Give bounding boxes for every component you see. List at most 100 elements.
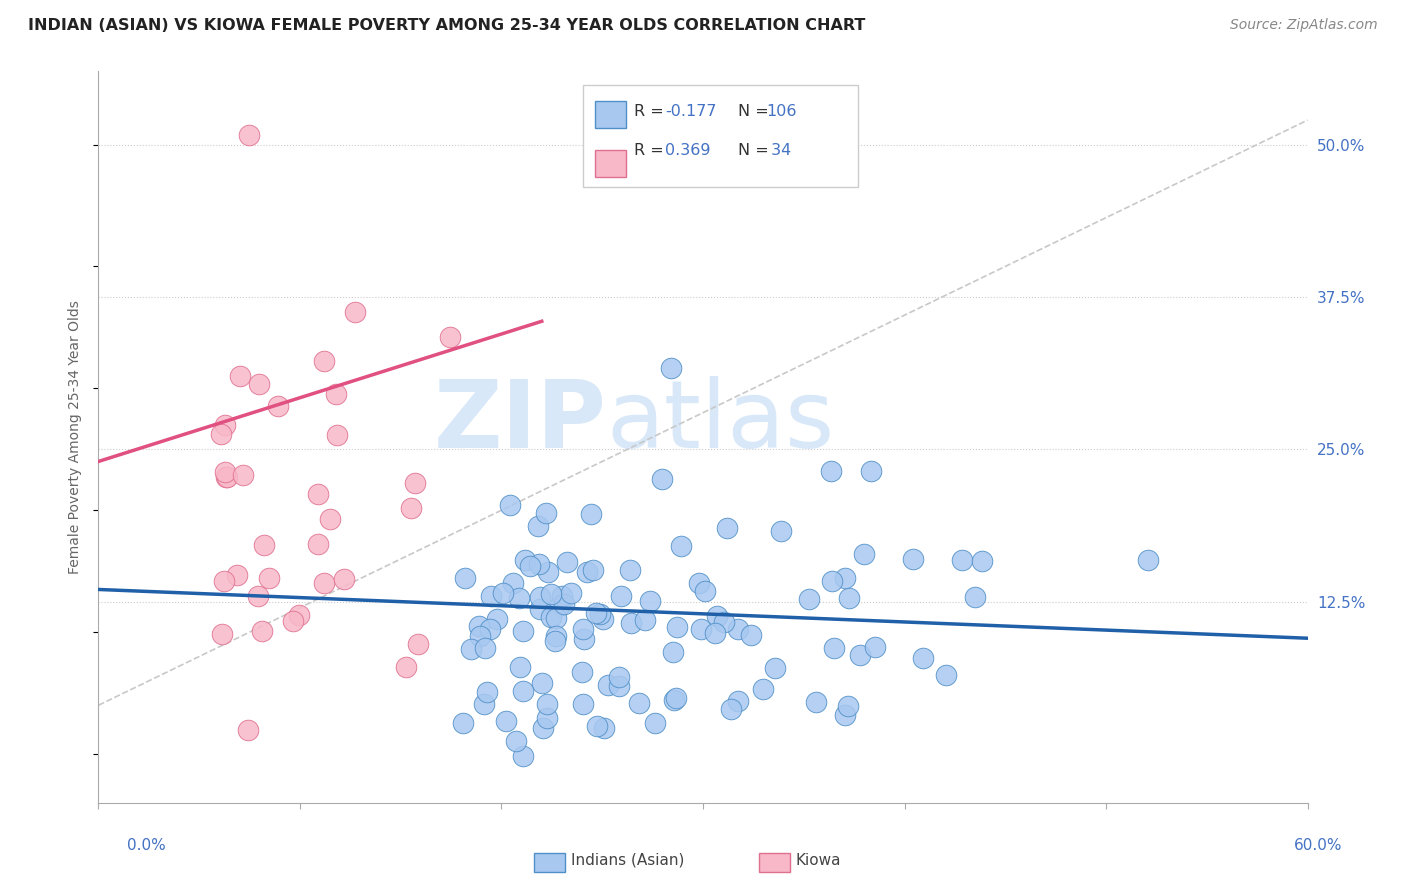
Point (581, 507, 603, 521)
Point (627, 696, 650, 710)
Point (531, 675, 554, 690)
Point (592, 721, 614, 735)
Point (575, 565, 598, 579)
Point (610, 589, 633, 603)
Point (763, 661, 786, 675)
Point (474, 640, 496, 655)
Point (544, 611, 567, 625)
Point (581, 563, 603, 577)
Point (963, 590, 986, 604)
Point (585, 606, 607, 620)
Point (236, 723, 259, 737)
Point (638, 593, 661, 607)
Point (713, 615, 735, 629)
Point (598, 678, 620, 692)
Point (475, 684, 498, 698)
Point (706, 609, 728, 624)
Text: 0.0%: 0.0% (127, 838, 166, 854)
Point (727, 623, 749, 637)
Point (468, 619, 491, 633)
Point (326, 428, 349, 442)
Point (769, 524, 792, 539)
Point (502, 575, 524, 590)
Point (669, 539, 692, 553)
Text: R =: R = (634, 143, 669, 158)
Point (343, 305, 366, 319)
Point (540, 587, 562, 601)
Point (408, 637, 430, 651)
Point (536, 711, 558, 725)
Point (849, 648, 872, 662)
Point (229, 368, 252, 383)
Point (834, 571, 856, 585)
Point (527, 557, 550, 571)
Point (495, 714, 517, 729)
Point (727, 694, 749, 708)
Point (586, 719, 609, 733)
Point (307, 486, 329, 500)
Point (439, 330, 461, 344)
Point (544, 634, 567, 648)
Point (536, 697, 558, 711)
Point (332, 572, 354, 586)
Point (1136, 553, 1159, 567)
Point (211, 627, 233, 641)
Point (215, 470, 238, 484)
Point (519, 558, 541, 573)
Point (257, 570, 280, 584)
Point (267, 399, 290, 413)
Point (226, 568, 249, 582)
Point (215, 470, 238, 484)
Point (214, 417, 236, 432)
Point (232, 468, 254, 483)
Point (250, 624, 273, 638)
Point (505, 733, 527, 747)
Y-axis label: Female Poverty Among 25-34 Year Olds: Female Poverty Among 25-34 Year Olds (69, 300, 83, 574)
Point (837, 591, 859, 605)
Point (492, 585, 515, 599)
Point (512, 684, 534, 698)
Point (499, 498, 522, 512)
Point (533, 722, 555, 736)
Point (472, 697, 495, 711)
Point (823, 641, 845, 656)
Point (479, 622, 502, 636)
Point (662, 645, 685, 659)
Point (607, 679, 630, 693)
Point (454, 571, 477, 585)
Point (837, 698, 859, 713)
Text: -0.177: -0.177 (665, 104, 717, 120)
Point (901, 552, 924, 566)
Point (644, 715, 666, 730)
Point (209, 427, 232, 442)
Text: N =: N = (738, 104, 775, 120)
Text: 0.369: 0.369 (665, 143, 710, 158)
Point (970, 554, 993, 568)
Point (690, 622, 713, 636)
Point (281, 615, 304, 629)
Point (451, 716, 474, 731)
Point (526, 519, 548, 533)
Point (912, 651, 935, 665)
Point (572, 632, 595, 647)
Point (548, 599, 571, 613)
Point (703, 626, 725, 640)
Point (860, 464, 883, 478)
Point (820, 464, 842, 478)
Point (665, 691, 688, 706)
Point (716, 520, 738, 534)
Point (238, 128, 260, 143)
Point (553, 597, 575, 611)
Point (806, 695, 828, 709)
Point (952, 553, 974, 567)
Point (481, 590, 503, 604)
Point (512, 749, 534, 764)
Point (529, 590, 551, 604)
Text: R =: R = (634, 104, 669, 120)
Text: 106: 106 (766, 104, 797, 120)
Point (319, 512, 342, 526)
Text: N =: N = (738, 143, 775, 158)
Point (797, 592, 820, 607)
Text: Indians (Asian): Indians (Asian) (571, 853, 685, 868)
Text: atlas: atlas (606, 376, 835, 468)
